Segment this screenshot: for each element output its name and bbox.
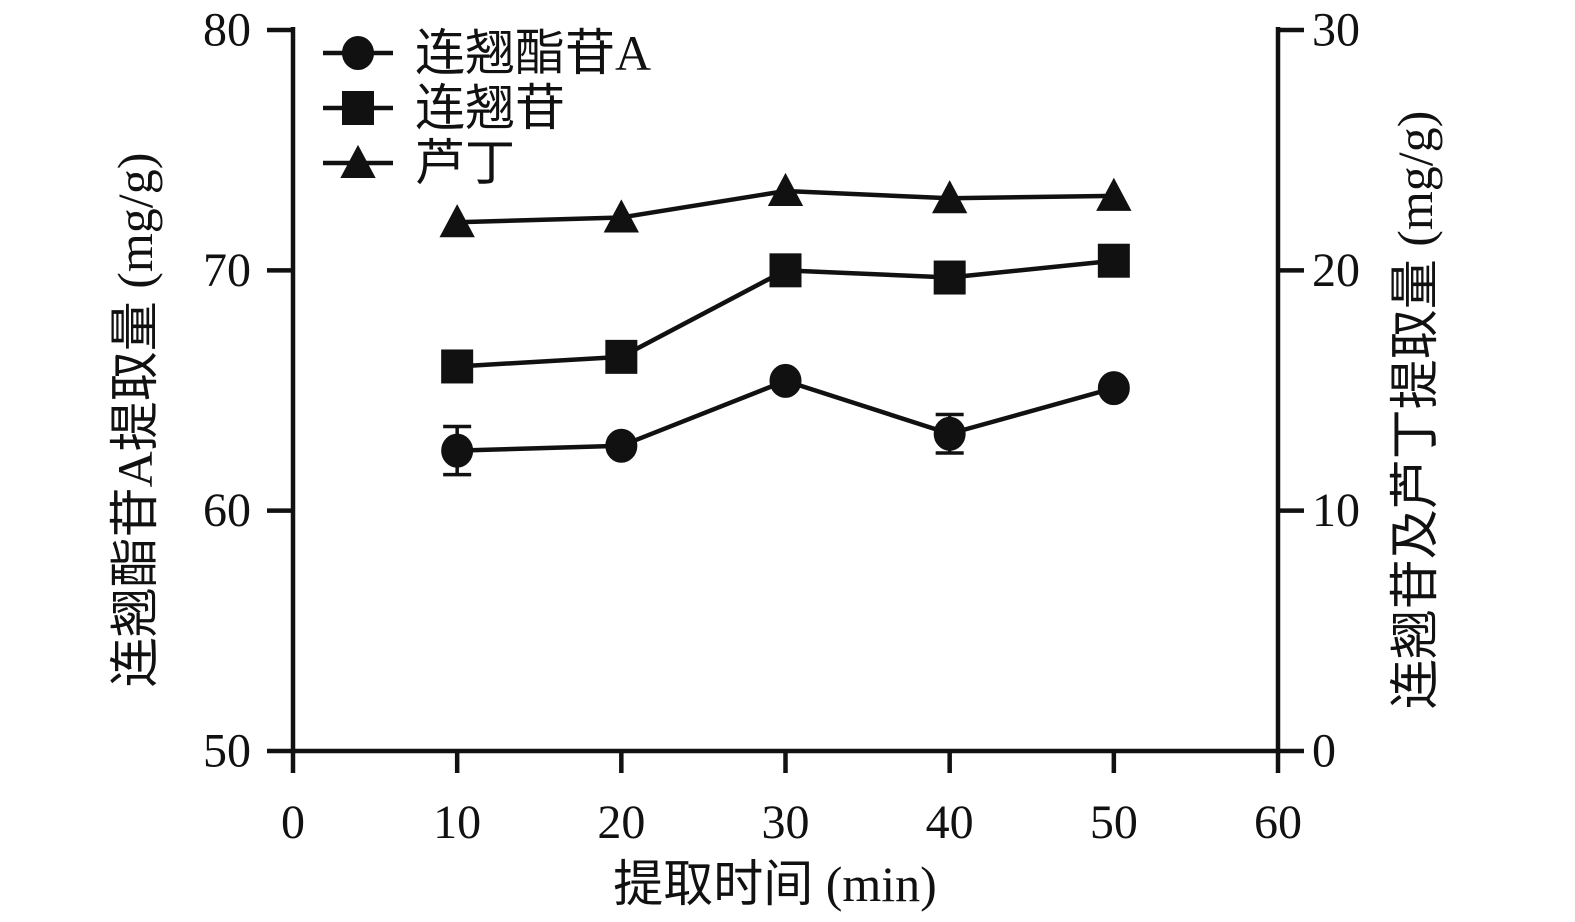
y-right-axis-title: 连翘苷及芦丁提取量 (mg/g) — [1387, 111, 1443, 710]
square-marker — [933, 260, 966, 295]
triangle-marker — [767, 172, 804, 207]
y-axis-left: 50 60 70 80 — [203, 4, 296, 778]
legend-label: 芦丁 — [415, 135, 515, 191]
x-axis: 0 10 20 30 40 50 60 — [281, 748, 1302, 849]
triangle-marker — [603, 199, 640, 233]
x-tick-label: 0 — [281, 796, 305, 849]
x-tick-label: 50 — [1090, 796, 1138, 849]
y-right-tick-label: 10 — [1312, 484, 1360, 537]
circle-marker — [441, 433, 474, 468]
circle-marker — [1097, 371, 1130, 406]
x-tick-label: 20 — [597, 796, 645, 849]
legend-item-forsythoside-a: 连翘酯苷A — [323, 25, 651, 81]
series-0 — [441, 363, 1130, 477]
square-marker — [769, 253, 802, 288]
legend-item-phillyrin: 连翘苷 — [323, 80, 565, 136]
square-marker — [441, 349, 474, 384]
triangle-marker — [932, 180, 968, 214]
y-left-tick-label: 70 — [203, 244, 251, 297]
x-tick-label: 60 — [1254, 796, 1302, 849]
square-marker — [1097, 243, 1130, 278]
x-tick-label: 30 — [762, 796, 810, 849]
legend-label: 连翘苷 — [415, 80, 565, 136]
square-marker — [342, 91, 374, 125]
triangle-marker — [439, 204, 475, 238]
legend: 连翘酯苷A 连翘苷 芦丁 — [323, 25, 651, 191]
y-left-axis-title: 连翘酯苷A提取量 (mg/g) — [107, 153, 163, 688]
y-left-tick-label: 50 — [203, 725, 251, 778]
triangle-marker — [340, 144, 376, 178]
legend-item-rutin: 芦丁 — [323, 135, 515, 191]
series-group — [439, 172, 1132, 477]
circle-marker — [605, 428, 638, 463]
x-tick-label: 10 — [433, 796, 481, 849]
y-axis-right: 0 10 20 30 — [1275, 4, 1360, 778]
triangle-marker — [1096, 177, 1132, 211]
y-right-tick-label: 30 — [1312, 4, 1360, 57]
circle-marker — [342, 36, 374, 70]
series-1 — [441, 243, 1130, 384]
y-left-tick-label: 60 — [203, 484, 251, 537]
series-2 — [439, 172, 1132, 238]
y-left-tick-label: 80 — [203, 4, 251, 57]
x-axis-title: 提取时间 (min) — [613, 856, 937, 912]
legend-label: 连翘酯苷A — [415, 25, 651, 81]
x-tick-label: 40 — [926, 796, 974, 849]
square-marker — [605, 339, 638, 374]
circle-marker — [769, 363, 802, 398]
y-right-tick-label: 0 — [1312, 725, 1336, 778]
y-right-tick-label: 20 — [1312, 244, 1360, 297]
circle-marker — [933, 416, 966, 451]
